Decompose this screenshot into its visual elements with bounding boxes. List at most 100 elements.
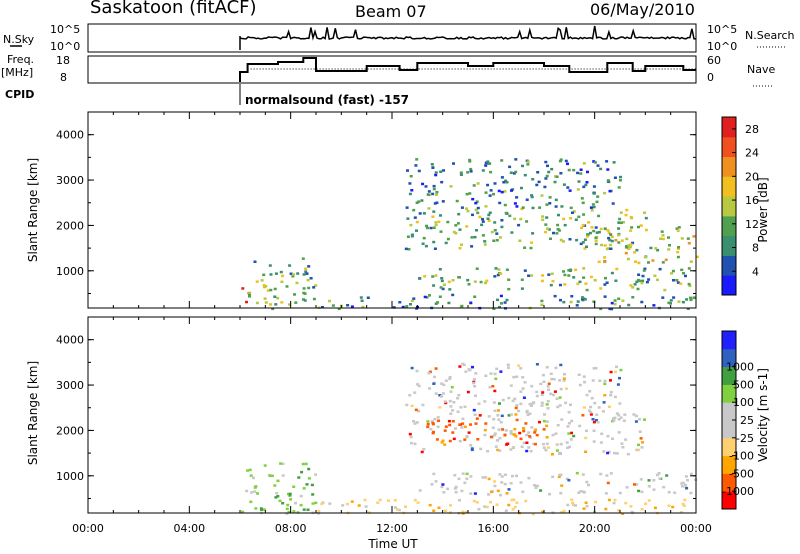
velocity-echo-layer bbox=[241, 362, 698, 516]
power-echo-cell bbox=[603, 260, 607, 264]
velocity-echo-cell bbox=[410, 404, 414, 408]
sky-left-tick-bottom: 10^0 bbox=[50, 40, 80, 53]
velocity-echo-cell bbox=[440, 485, 444, 489]
power-echo-cell bbox=[458, 228, 462, 231]
power-echo-cell bbox=[452, 162, 455, 165]
velocity-echo-cell bbox=[475, 417, 479, 420]
power-echo-cell bbox=[417, 169, 421, 173]
velocity-echo-cell bbox=[458, 423, 462, 426]
power-echo-cell bbox=[409, 303, 412, 306]
power-echo-cell bbox=[599, 307, 603, 311]
colorbar-tick-label: 24 bbox=[745, 147, 759, 160]
velocity-echo-cell bbox=[461, 362, 465, 366]
velocity-echo-cell bbox=[477, 508, 481, 511]
power-echo-cell bbox=[545, 203, 549, 206]
velocity-echo-cell bbox=[609, 390, 613, 394]
velocity-echo-cell bbox=[545, 436, 549, 439]
velocity-echo-cell bbox=[633, 483, 636, 486]
power-echo-cell bbox=[431, 275, 435, 278]
velocity-echo-cell bbox=[499, 493, 502, 497]
power-echo-cell bbox=[559, 158, 563, 161]
power-echo-cell bbox=[520, 278, 524, 281]
velocity-echo-cell bbox=[562, 377, 566, 380]
power-echo-cell bbox=[597, 214, 601, 218]
velocity-echo-cell bbox=[492, 401, 496, 404]
velocity-echo-cell bbox=[562, 509, 566, 513]
power-echo-cell bbox=[635, 280, 639, 284]
power-echo-cell bbox=[264, 301, 268, 304]
power-echo-cell bbox=[421, 182, 425, 186]
velocity-echo-cell bbox=[598, 379, 602, 382]
velocity-echo-cell bbox=[640, 446, 644, 449]
power-echo-cell bbox=[519, 217, 523, 221]
velocity-echo-cell bbox=[581, 414, 585, 417]
power-echo-cell bbox=[618, 217, 622, 221]
velocity-echo-cell bbox=[292, 485, 296, 488]
velocity-echo-cell bbox=[241, 510, 245, 514]
power-echo-cell bbox=[609, 247, 613, 250]
power-echo-cell bbox=[591, 203, 595, 206]
velocity-echo-cell bbox=[515, 501, 519, 504]
velocity-echo-cell bbox=[450, 386, 454, 389]
freq-right-label: Nave bbox=[747, 63, 775, 76]
power-echo-cell bbox=[437, 220, 441, 224]
velocity-echo-cell bbox=[253, 490, 257, 493]
power-echo-cell bbox=[280, 301, 284, 304]
power-echo-cell bbox=[547, 170, 551, 174]
power-echo-cell bbox=[515, 205, 519, 208]
power-echo-cell bbox=[645, 280, 649, 284]
power-echo-cell bbox=[599, 287, 603, 290]
power-echo-cell bbox=[255, 301, 259, 305]
power-echo-cell bbox=[466, 209, 470, 213]
power-echo-cell bbox=[590, 209, 594, 212]
power-echo-cell bbox=[585, 245, 588, 248]
velocity-echo-cell bbox=[684, 485, 688, 488]
velocity-echo-cell bbox=[569, 438, 573, 441]
power-echo-cell bbox=[504, 179, 508, 183]
power-echo-cell bbox=[570, 295, 574, 298]
power-echo-cell bbox=[498, 201, 502, 205]
power-echo-cell bbox=[414, 164, 418, 167]
velocity-echo-cell bbox=[535, 390, 539, 394]
power-echo-cell bbox=[274, 272, 278, 275]
velocity-echo-cell bbox=[567, 422, 571, 425]
power-echo-cell bbox=[503, 190, 507, 193]
power-echo-cell bbox=[435, 201, 439, 204]
velocity-echo-cell bbox=[436, 425, 440, 429]
colorbar-swatch bbox=[722, 255, 736, 276]
power-echo-cell bbox=[493, 182, 497, 185]
velocity-echo-cell bbox=[556, 405, 560, 409]
power-echo-cell bbox=[594, 236, 598, 240]
velocity-echo-cell bbox=[542, 380, 546, 383]
velocity-echo-cell bbox=[471, 381, 475, 385]
power-echo-cell bbox=[569, 206, 573, 210]
velocity-echo-cell bbox=[545, 403, 549, 406]
power-echo-cell bbox=[483, 243, 487, 246]
velocity-echo-cell bbox=[496, 489, 500, 493]
velocity-echo-cell bbox=[288, 494, 292, 497]
velocity-echo-cell bbox=[606, 481, 610, 485]
velocity-echo-cell bbox=[525, 441, 529, 444]
power-echo-cell bbox=[500, 225, 504, 229]
velocity-echo-cell bbox=[443, 443, 447, 446]
velocity-echo-cell bbox=[596, 421, 600, 424]
velocity-echo-cell bbox=[478, 414, 482, 417]
power-echo-cell bbox=[305, 272, 309, 275]
velocity-echo-cell bbox=[552, 378, 556, 381]
power-echo-cell bbox=[401, 305, 405, 309]
velocity-echo-cell bbox=[286, 503, 290, 507]
power-echo-cell bbox=[584, 282, 588, 285]
velocity-echo-cell bbox=[551, 433, 555, 437]
velocity-echo-cell bbox=[262, 508, 266, 511]
velocity-echo-cell bbox=[637, 443, 640, 447]
velocity-echo-cell bbox=[484, 374, 488, 377]
power-echo-cell bbox=[499, 294, 503, 298]
velocity-echo-cell bbox=[479, 447, 483, 451]
velocity-echo-cell bbox=[541, 391, 545, 394]
velocity-echo-cell bbox=[386, 499, 390, 502]
velocity-echo-cell bbox=[541, 510, 545, 514]
power-echo-cell bbox=[468, 192, 472, 195]
power-echo-cell bbox=[409, 223, 413, 227]
power-echo-cell bbox=[438, 295, 442, 298]
velocity-echo-cell bbox=[617, 431, 621, 434]
